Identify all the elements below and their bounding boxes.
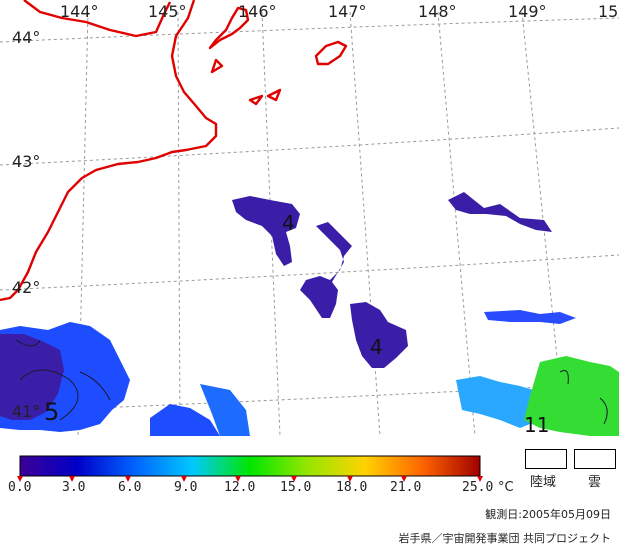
sst-patch-strip [484,310,576,324]
scale-tick-9: 9.0 [174,480,198,495]
scale-tick-18: 18.0 [336,480,368,495]
cloud-label: 雲 [588,475,602,490]
lon-label-150: 15 [598,2,619,21]
scale-tick-15: 15.0 [280,480,312,495]
sst-patch-south-blue [150,404,220,436]
scale-tick-0: 0.0 [8,480,32,495]
contour-label-4b: 4 [370,335,383,359]
lon-label-147: 147° [328,2,367,21]
credit-line: 岩手県／宇宙開発事業団 共同プロジェクト [398,532,612,545]
cloud-swatch [574,449,616,469]
coastline [0,0,348,302]
sst-patch-east-green [524,356,619,436]
observation-date: 観測日:2005年05月09日 [485,508,611,521]
scale-tick-marks [17,476,483,482]
sst-patch-center [300,222,352,318]
scale-tick-12: 12.0 [224,480,256,495]
land-label: 陸域 [530,475,557,490]
land-swatch [525,449,567,469]
scale-unit: °C [498,480,514,495]
scale-tick-21: 21.0 [390,480,422,495]
contour-label-5: 5 [44,398,59,426]
scale-tick-25: 25.0 [462,480,494,495]
lon-label-144: 144° [60,2,99,21]
lon-label-148: 148° [418,2,457,21]
lat-label-41: 41° [12,402,41,421]
color-scale-bar [19,455,481,477]
scale-tick-6: 6.0 [118,480,142,495]
lat-label-42: 42° [12,278,41,297]
sst-patch-east-cold [350,302,408,368]
sst-patch-ne [448,192,552,232]
lon-label-149: 149° [508,2,547,21]
contours [15,339,608,425]
sst-patch-south-blue2 [200,384,250,436]
sst-patch-southwest-cold [0,334,64,420]
scale-tick-3: 3.0 [62,480,86,495]
sst-patch-north [232,196,300,266]
lon-label-145: 145° [148,2,187,21]
contour-label-4a: 4 [282,211,295,235]
sst-map: 4 4 5 11 [0,0,619,436]
legend [17,455,483,482]
lon-label-146: 146° [238,2,277,21]
lat-label-44: 44° [12,28,41,47]
lat-label-43: 43° [12,152,41,171]
contour-label-11: 11 [524,413,549,436]
sst-patch-east-cyan [456,376,540,428]
